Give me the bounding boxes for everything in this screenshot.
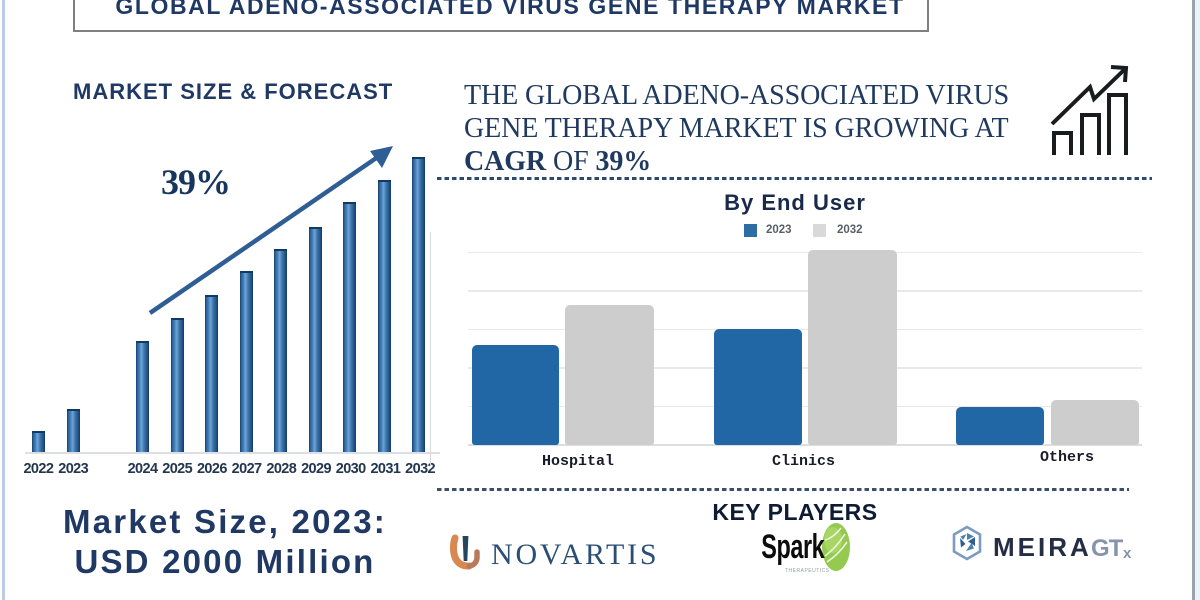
svg-text:NOVARTIS: NOVARTIS — [491, 538, 659, 571]
svg-text:Spark: Spark — [761, 528, 825, 567]
svg-text:x: x — [1123, 545, 1132, 562]
svg-text:GT: GT — [1091, 535, 1124, 562]
svg-text:MEIRA: MEIRA — [993, 532, 1092, 562]
svg-text:THERAPEUTICS: THERAPEUTICS — [785, 568, 830, 574]
